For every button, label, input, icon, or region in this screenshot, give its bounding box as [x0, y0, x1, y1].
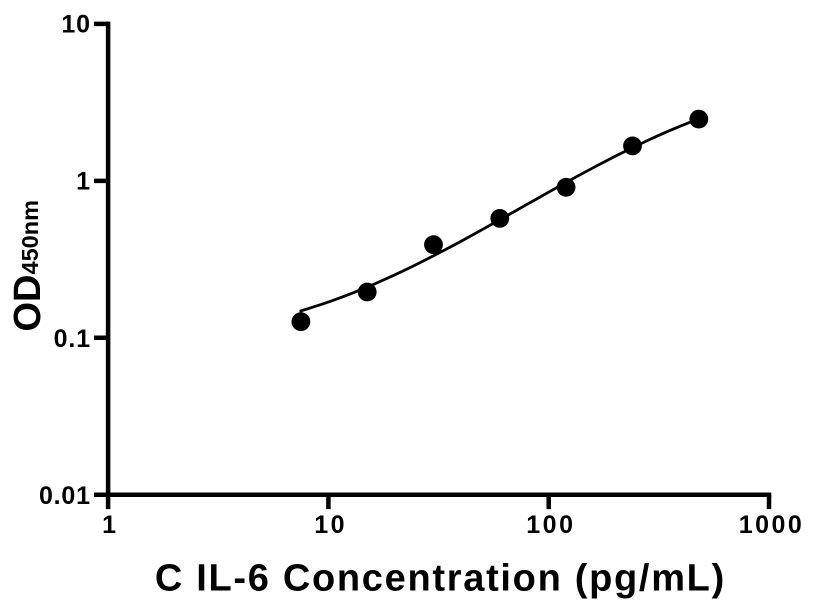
svg-text:10: 10: [314, 511, 347, 539]
svg-text:10: 10: [61, 11, 90, 39]
svg-text:1000: 1000: [739, 511, 805, 539]
svg-text:1: 1: [102, 511, 118, 539]
svg-text:0.1: 0.1: [54, 325, 91, 353]
svg-text:1: 1: [76, 168, 91, 196]
svg-text:100: 100: [526, 511, 575, 539]
svg-text:C IL-6 Concentration (pg/mL): C IL-6 Concentration (pg/mL): [155, 557, 726, 599]
svg-text:0.01: 0.01: [39, 482, 91, 510]
